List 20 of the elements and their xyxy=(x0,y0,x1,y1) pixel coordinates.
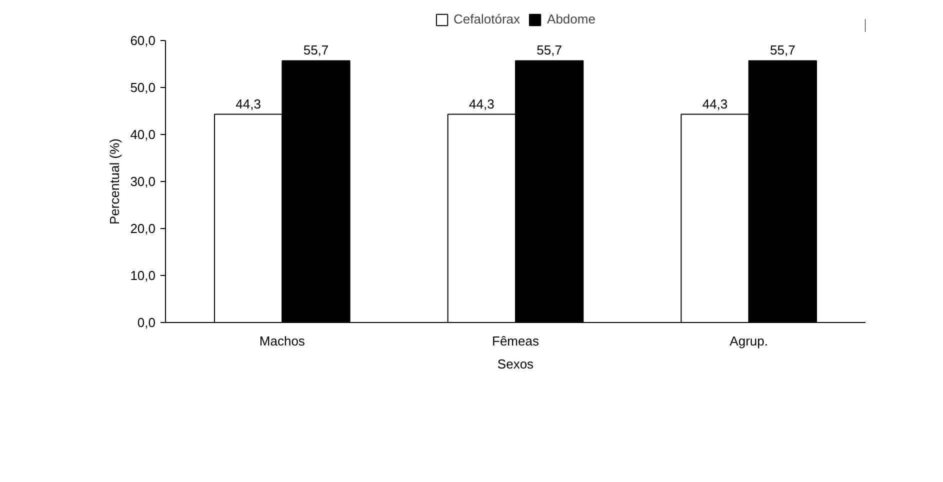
x-tick-label: Fêmeas xyxy=(492,334,540,348)
y-tick-label: 0,0 xyxy=(137,315,156,330)
data-label: 55,7 xyxy=(536,42,562,58)
y-tick-label: 10,0 xyxy=(130,268,156,283)
data-label: 44,3 xyxy=(469,96,494,112)
data-label: 44,3 xyxy=(702,96,728,112)
y-tick-label: 30,0 xyxy=(130,174,156,189)
y-tick-label: 40,0 xyxy=(130,127,156,142)
data-label: 55,7 xyxy=(303,42,329,58)
y-tick-label: 60,0 xyxy=(130,33,156,48)
data-label: 55,7 xyxy=(770,42,796,58)
x-tick-label: Machos xyxy=(259,334,306,348)
x-axis-title: Sexos xyxy=(497,356,534,372)
y-tick-label: 20,0 xyxy=(130,221,156,236)
y-tick-label: 50,0 xyxy=(130,80,156,95)
legend-label: Abdome xyxy=(547,12,596,26)
y-axis-title: Percentual (%) xyxy=(107,138,122,224)
legend-label: Cefalotórax xyxy=(454,12,520,26)
x-tick-label: Agrup. xyxy=(730,334,768,348)
data-label: 44,3 xyxy=(236,96,261,112)
